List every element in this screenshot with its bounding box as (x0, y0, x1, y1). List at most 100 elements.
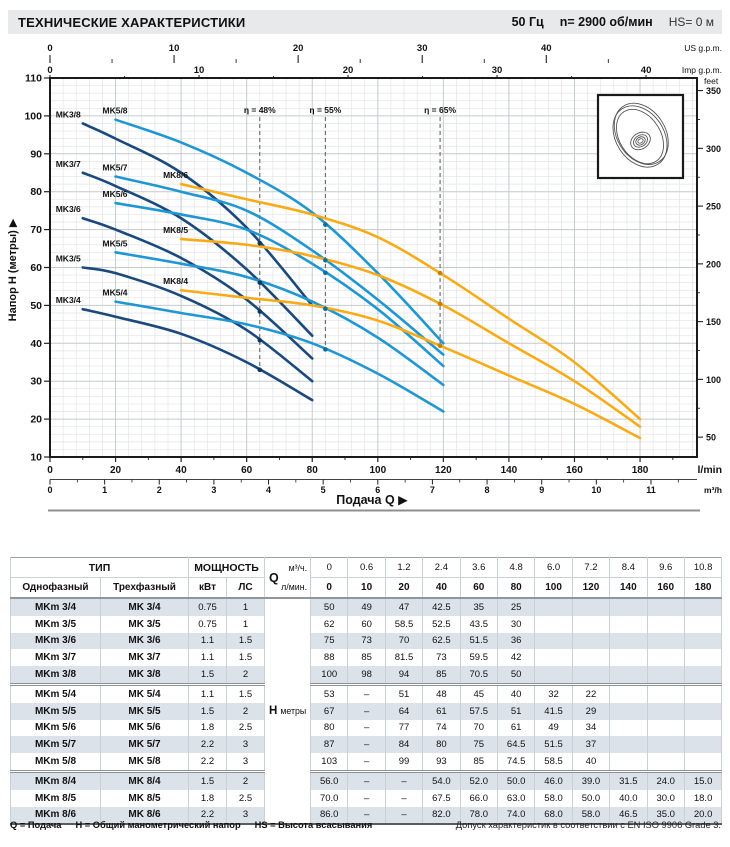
lmin-unit: l/min (697, 464, 722, 476)
header-specs: 50 Гц n= 2900 об/мин HS= 0 м (512, 15, 722, 29)
cell-head-value-5: 50 (496, 666, 536, 685)
cell-head-value-10 (683, 666, 723, 685)
head-symbol: Н (269, 705, 278, 718)
curve-label-MK5-6: MK5/6 (103, 189, 128, 199)
pump-curve-MK3-7 (81, 171, 314, 338)
lmin-tick-label: 0 (47, 465, 53, 476)
cell-head-value-4: 57.5 (459, 702, 498, 720)
cell-head-value-6 (534, 632, 573, 650)
cell-three-phase: MK 5/4 (99, 682, 190, 703)
cell-head-value-10 (683, 702, 723, 720)
us-gpm-tick-label: 10 (169, 43, 180, 54)
cell-hp: 1.5 (226, 632, 266, 650)
cell-head-value-6 (534, 649, 573, 667)
cell-head-value-7: 34 (571, 719, 611, 737)
cell-head-value-6: 58.0 (534, 789, 573, 807)
cell-head-value-4: 70 (459, 719, 498, 737)
lmin-tick-label: 40 (176, 465, 188, 476)
table-row-MKm-5-4: MKm 5/4 MK 5/4 1.1 1.5 53–51 48 45 40 32 22 (10, 682, 723, 703)
legend-h: H = Общий манометрический напор (75, 820, 241, 830)
cell-head-value-7: 29 (571, 702, 611, 720)
m3h-tick-label: 4 (266, 485, 271, 495)
table-row-MKm-3-8: MKm 3/8 MK 3/8 1.5 2 100 98 94 85 70.5 50 (10, 666, 723, 685)
imp-gpm-tick-label: 20 (343, 65, 354, 76)
cell-head-value-6: 46.0 (534, 769, 573, 790)
cell-head-value-3: 54.0 (422, 769, 461, 790)
cell-head-value-7 (571, 615, 611, 633)
col-header-hp: ЛС (226, 577, 266, 599)
cell-head-value-2: 64 (384, 702, 424, 720)
cell-head-value-1: – (347, 769, 386, 790)
cell-head-value-3: 67.5 (422, 789, 461, 807)
efficiency-marker (257, 240, 263, 246)
curve-label-MK3-6: MK3/6 (56, 204, 81, 214)
table-header-row-2: Однофазный Трехфазный кВт ЛС 0 10 20 40 60 80 100 1… (10, 577, 723, 599)
cell-hp: 1.5 (226, 649, 266, 667)
cell-head-value-10 (683, 649, 723, 667)
impeller-ellipse (633, 134, 648, 148)
cell-head-value-9 (646, 682, 685, 703)
cell-head-value-4: 52.0 (459, 769, 498, 790)
q-lmin-header-0: 0 (310, 577, 349, 599)
cell-head-value-4: 51.5 (459, 632, 498, 650)
cell-three-phase: MK 3/4 (99, 597, 190, 616)
curve-label-MK3-5: MK3/5 (56, 254, 81, 264)
cell-head-value-1: – (347, 682, 386, 703)
table-row-MKm-5-5: MKm 5/5 MK 5/5 1.5 2 67–64 61 57.5 51 41.5 29 (10, 702, 723, 720)
cell-hp: 3 (226, 753, 266, 772)
q-lmin-header-5: 80 (496, 577, 536, 599)
lmin-tick-label: 20 (110, 465, 122, 476)
cell-head-value-0: 56.0 (310, 769, 349, 790)
curve-label-MK8-6: MK8/6 (163, 170, 188, 180)
curve-label-MK3-7: MK3/7 (56, 159, 81, 169)
cell-head-value-9 (646, 702, 685, 720)
cell-single-phase: MKm 3/5 (10, 615, 101, 633)
cell-head-value-6: 32 (534, 682, 573, 703)
q-m3h-header-2: 1.2 (384, 557, 424, 578)
cell-hp: 1 (226, 615, 266, 633)
cell-head-value-6 (534, 597, 573, 616)
pump-curve-MK8-5 (179, 237, 642, 428)
cell-kw: 0.75 (188, 615, 228, 633)
efficiency-marker (323, 257, 328, 263)
efficiency-label: η = 55% (309, 105, 341, 115)
cell-head-value-5: 74.5 (496, 753, 536, 772)
cell-head-value-9 (646, 615, 685, 633)
q-m3h-header-1: 0.6 (347, 557, 386, 578)
pump-curve-MK5-5 (114, 251, 445, 387)
cell-head-value-4: 78.0 (459, 806, 498, 825)
us-gpm-unit: US g.p.m. (684, 43, 722, 53)
table-row-MKm-3-5: MKm 3/5 MK 3/5 0.75 1 62 60 58.5 52.5 43.5 30 (10, 615, 723, 633)
legend-hs: HS = Высота всасывания (254, 820, 373, 830)
efficiency-marker (257, 309, 263, 314)
cell-head-value-1: – (347, 736, 386, 754)
q-m3h-header-10: 10.8 (683, 557, 723, 578)
cell-head-value-0: 75 (310, 632, 349, 650)
cell-head-value-3: 61 (422, 702, 461, 720)
cell-kw: 0.75 (188, 597, 228, 616)
cell-head-value-9 (646, 649, 685, 667)
cell-head-value-4: 35 (459, 597, 498, 616)
cell-head-value-2: 70 (384, 632, 424, 650)
cell-hp: 1 (226, 597, 266, 616)
plot-border (49, 77, 698, 458)
efficiency-marker (257, 367, 263, 373)
cell-head-value-9 (646, 719, 685, 737)
efficiency-label: η = 65% (424, 105, 456, 115)
efficiency-marker (323, 222, 328, 227)
cell-hp: 2 (226, 666, 266, 685)
efficiency-marker (323, 306, 328, 312)
cell-head-value-3: 80 (422, 736, 461, 754)
cell-head-value-7: 50.0 (571, 789, 611, 807)
lmin-tick-label: 120 (435, 465, 452, 476)
efficiency-marker (257, 280, 263, 285)
cell-head-value-9 (646, 597, 685, 616)
q-lmin-header-7: 120 (571, 577, 611, 599)
head-m-tick-label: 10 (30, 452, 42, 464)
m3h-tick-label: 0 (47, 485, 52, 495)
cell-head-value-10: 15.0 (683, 769, 723, 790)
cell-head-value-1: 98 (347, 666, 386, 685)
